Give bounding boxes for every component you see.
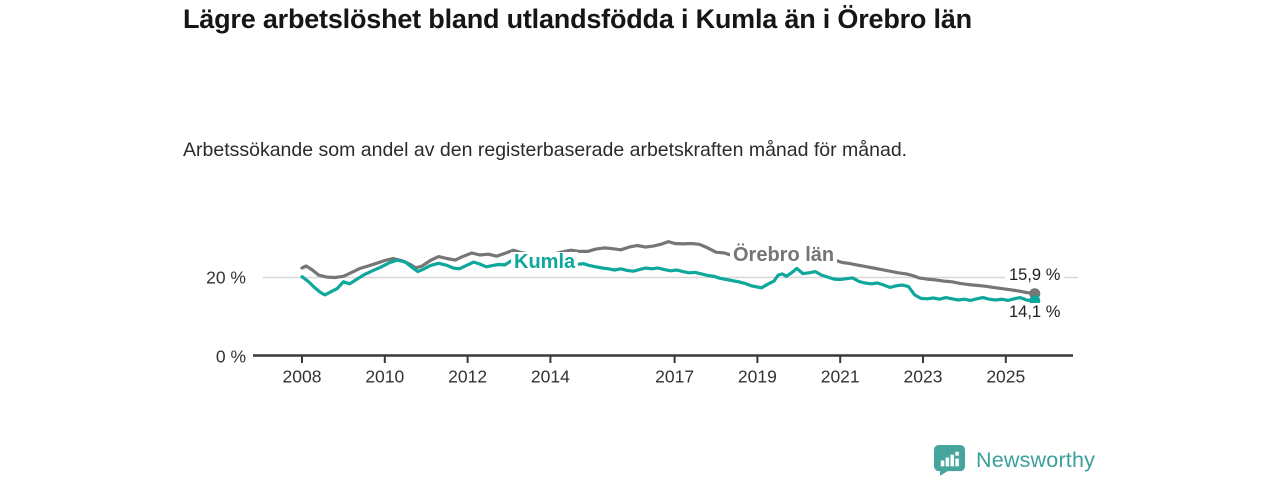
- x-tick-label-2008: 2008: [283, 367, 322, 387]
- x-tick-label-2012: 2012: [448, 367, 487, 387]
- page-title: Lägre arbetslöshet bland utlandsfödda i …: [183, 4, 972, 34]
- chart-header: Lägre arbetslöshet bland utlandsfödda i …: [183, 2, 1103, 36]
- y-tick-label-20: 20 %: [206, 268, 246, 288]
- logo-text: Newsworthy: [976, 448, 1096, 472]
- bar-chart-speech-bubble-icon: [933, 444, 966, 477]
- x-tick-label-2019: 2019: [738, 367, 777, 387]
- x-tick-label-2014: 2014: [531, 367, 570, 387]
- x-tick-label-2010: 2010: [365, 367, 404, 387]
- x-tick-label-2023: 2023: [904, 367, 943, 387]
- newsworthy-logo[interactable]: Newsworthy: [933, 444, 1095, 477]
- x-tick-label-2025: 2025: [986, 367, 1025, 387]
- line-orebro-lan: [300, 240, 1037, 296]
- line-kumla: [300, 258, 1037, 303]
- chart-subtitle: Arbetssökande som andel av den registerb…: [183, 139, 908, 161]
- x-tick-label-2021: 2021: [821, 367, 860, 387]
- x-tick-label-2017: 2017: [655, 367, 694, 387]
- y-tick-label-0: 0 %: [216, 347, 246, 367]
- end-value-label-orebro: 15,9 %: [1005, 266, 1065, 285]
- end-value-label-kumla: 14,1 %: [1005, 303, 1065, 322]
- end-dot-orebro-lan: [1029, 288, 1041, 300]
- series-label-orebro-lan: Örebro län: [730, 245, 838, 265]
- series-label-kumla: Kumla: [511, 252, 579, 272]
